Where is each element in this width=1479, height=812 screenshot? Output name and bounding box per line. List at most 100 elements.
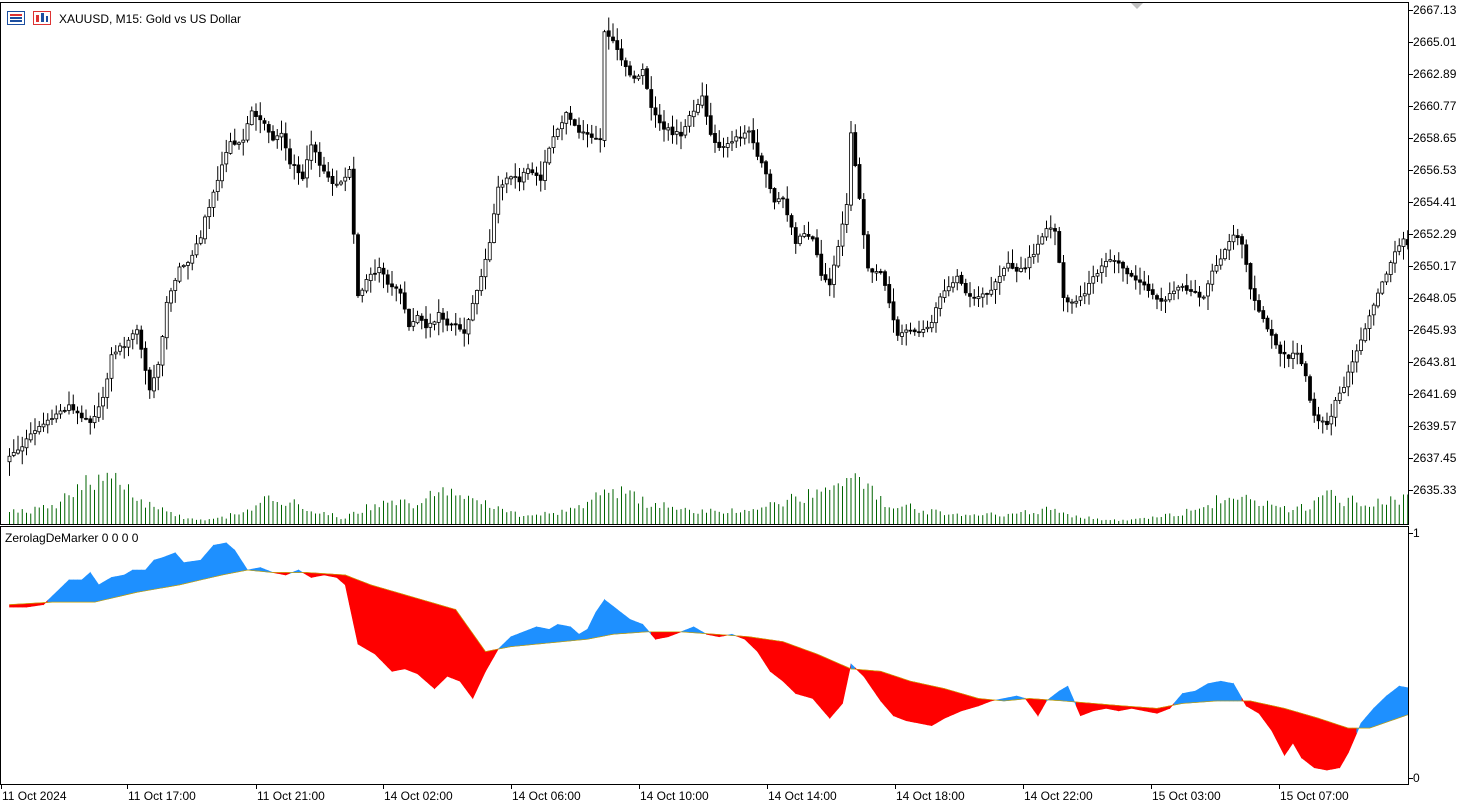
indicator-down-segment (820, 655, 826, 715)
indicator-down-segment (910, 680, 916, 723)
indicator-down-segment (884, 672, 890, 712)
indicator-up-segment (128, 569, 134, 595)
main-chart-pane[interactable]: XAUUSD, M15: Gold vs US Dollar (0, 2, 1409, 525)
indicator-up-segment (629, 619, 635, 634)
indicator-up-segment (1067, 686, 1073, 702)
bull-candle (1167, 293, 1172, 301)
bear-candle (296, 164, 301, 174)
indicator-down-segment (973, 696, 979, 708)
indicator-up-segment (544, 628, 550, 644)
bull-candle (160, 336, 165, 366)
indicator-down-segment (816, 653, 822, 710)
bull-candle (211, 191, 216, 208)
indicator-up-segment (47, 595, 53, 603)
indicator-down-segment (659, 631, 665, 639)
indicator-down-segment (846, 663, 852, 684)
bull-candle (181, 264, 186, 267)
bull-candle (1091, 276, 1096, 284)
indicator-up-segment (234, 549, 240, 573)
bear-candle (262, 120, 267, 124)
indicator-down-segment (893, 675, 899, 718)
price-chart[interactable] (1, 3, 1409, 525)
bear-candle (1197, 291, 1202, 298)
indicator-down-segment (982, 698, 988, 705)
bull-candle (126, 339, 131, 348)
bear-candle (356, 234, 360, 297)
bear-candle (717, 141, 722, 148)
indicator-down-segment (1275, 706, 1281, 748)
indicator-down-segment (391, 590, 397, 672)
chart-title: XAUUSD, M15: Gold vs US Dollar (59, 12, 242, 26)
indicator-up-segment (1186, 691, 1192, 704)
indicator-down-segment (476, 638, 482, 690)
indicator-axis[interactable]: 1 0 (1409, 526, 1479, 785)
bull-candle (190, 254, 195, 264)
bull-candle (92, 416, 97, 424)
indicator-down-segment (914, 681, 920, 724)
indicator-up-segment (689, 626, 695, 634)
indicator-pane[interactable]: ZerolagDeMarker 0 0 0 0 (0, 526, 1409, 785)
indicator-up-segment (60, 583, 66, 603)
bull-candle (1223, 249, 1227, 260)
bull-candle (466, 319, 471, 335)
indicator-up-segment (123, 571, 129, 596)
indicator-down-segment (1305, 714, 1311, 765)
indicator-fill (9, 542, 1408, 771)
bear-candle (292, 164, 297, 166)
indicator-down-segment (663, 631, 669, 638)
indicator-up-segment (540, 627, 546, 645)
price-axis[interactable]: 2667.13 2665.01 2662.89 2660.77 2658.65 2656.… (1408, 2, 1479, 525)
chart-shift-icon[interactable] (33, 11, 51, 25)
bull-candle (1048, 227, 1053, 230)
bull-candle (955, 275, 960, 284)
bear-candle (662, 121, 666, 130)
indicator-up-segment (1377, 699, 1383, 726)
bear-candle (908, 329, 913, 332)
indicator-up-segment (166, 553, 172, 588)
indicator-down-segment (1313, 716, 1319, 769)
indicator-signal-line (9, 569, 1408, 729)
bear-candle (806, 234, 811, 237)
price-tick-label: 2652.29 (1408, 227, 1457, 241)
indicator-up-segment (1211, 681, 1217, 702)
bull-candle (122, 346, 127, 349)
indicator-up-segment (136, 569, 142, 593)
indicator-up-segment (1058, 688, 1064, 702)
bear-candle (649, 89, 654, 108)
bear-candle (606, 30, 611, 37)
indicator-up-segment (570, 626, 576, 642)
indicator-down-segment (1330, 722, 1336, 770)
bull-candle (1320, 420, 1325, 423)
bull-candle (687, 115, 692, 127)
bull-candle (1329, 415, 1334, 425)
price-tick-label: 2641.69 (1408, 387, 1457, 401)
bull-candle (1112, 260, 1117, 262)
time-axis[interactable]: 11 Oct 2024 11 Oct 17:00 11 Oct 21:00 14 Oc… (0, 785, 1409, 812)
indicator-up-segment (548, 626, 554, 644)
indicator-down-segment (455, 608, 461, 682)
bull-candle (929, 322, 934, 329)
bull-candle (343, 176, 348, 182)
indicator-down-segment (1318, 717, 1324, 770)
bull-candle (113, 351, 118, 355)
indicator-up-segment (604, 599, 610, 637)
indicator-up-segment (111, 576, 117, 599)
indicator-down-segment (1296, 711, 1302, 759)
indicator-down-segment (353, 577, 359, 645)
bull-candle (696, 104, 700, 113)
indicator-up-segment (1394, 685, 1400, 720)
bear-candle (266, 124, 271, 133)
bear-candle (394, 286, 399, 289)
bear-candle (1269, 329, 1274, 336)
bear-candle (653, 107, 658, 116)
price-tick-label: 2662.89 (1408, 67, 1457, 81)
bear-candle (1116, 260, 1121, 264)
bear-candle (568, 112, 573, 120)
symbol-list-icon[interactable] (7, 11, 25, 25)
chart-shift-marker-icon[interactable] (1130, 3, 1144, 11)
price-tick-label: 2637.45 (1408, 451, 1457, 465)
bear-candle (866, 234, 870, 269)
indicator-down-segment (336, 574, 342, 582)
bear-candle (878, 270, 883, 274)
indicator-down-segment (897, 676, 903, 720)
